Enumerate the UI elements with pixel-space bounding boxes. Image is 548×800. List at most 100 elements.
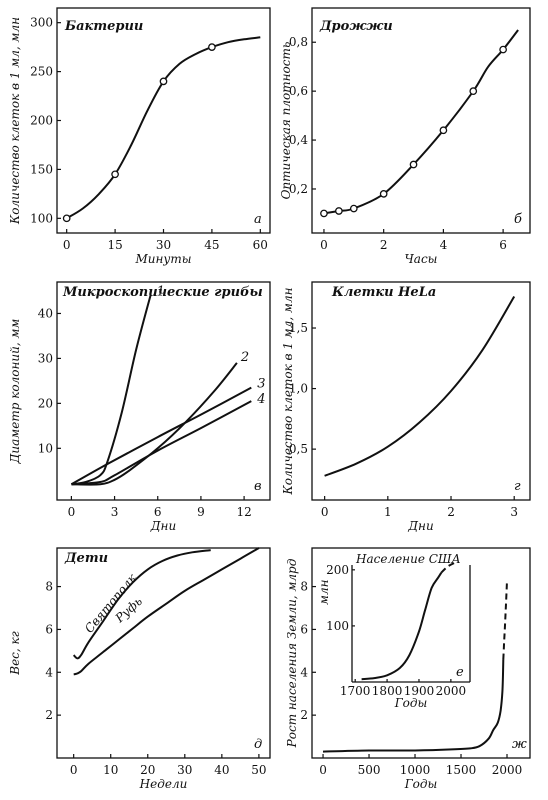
world-frame bbox=[311, 547, 531, 759]
children-x-tick-label: 50 bbox=[251, 763, 266, 777]
bacteria-frame bbox=[56, 7, 271, 234]
fungi-y-tick-label: 20 bbox=[38, 396, 53, 410]
fungi-series-line-3 bbox=[70, 386, 252, 486]
fungi-series-line-2 bbox=[71, 362, 238, 486]
children-x-tick-label: 0 bbox=[70, 763, 78, 777]
fungi-series-line-4 bbox=[71, 400, 252, 486]
children-y-tick-label: 6 bbox=[45, 622, 53, 636]
yeast-x-label: Часы bbox=[405, 252, 438, 266]
panel-bacteria: 0 15 30 45 60 100 150 200 250 300 Бактерии а Минуты К… bbox=[8, 7, 271, 266]
yeast-data-point bbox=[469, 87, 478, 96]
panel-world-population: 0 500 1000 1500 2000 2 4 6 8 ж Годы Рост населения … bbox=[285, 547, 531, 791]
yeast-data-point bbox=[320, 209, 328, 218]
hela-x-tick-label: 3 bbox=[510, 505, 518, 519]
inset-y-tick-label: 200 bbox=[326, 563, 349, 577]
fungi-title: Микроскопические грибы bbox=[62, 285, 263, 300]
fungi-panel-letter: в bbox=[254, 479, 262, 494]
yeast-data-point bbox=[335, 207, 343, 215]
inset-y-label: млн bbox=[317, 579, 331, 605]
children-y-tick-label: 2 bbox=[45, 708, 53, 722]
yeast-x-tick-label: 2 bbox=[380, 238, 388, 252]
hela-y-tick-label: 1,0 bbox=[289, 382, 308, 396]
fungi-y-tick-label: 40 bbox=[38, 306, 53, 320]
bacteria-x-tick-label: 15 bbox=[107, 238, 122, 252]
world-x-tick-label: 0 bbox=[319, 763, 327, 777]
inset-x-tick-label: 1800 bbox=[372, 684, 403, 698]
bacteria-panel-letter: а bbox=[254, 212, 262, 227]
yeast-series-line bbox=[323, 29, 519, 215]
children-x-tick-label: 20 bbox=[140, 763, 155, 777]
children-y-tick-label: 4 bbox=[45, 665, 53, 679]
yeast-y-tick-label: 0,6 bbox=[289, 84, 308, 98]
yeast-title: Дрожжи bbox=[319, 19, 393, 34]
world-y-tick-label: 2 bbox=[300, 708, 308, 722]
children-y-label: Вес, кг bbox=[8, 631, 22, 676]
fungi-frame bbox=[56, 281, 271, 501]
world-x-tick-label: 1500 bbox=[446, 763, 477, 777]
children-frame bbox=[56, 547, 271, 759]
inset-series-line bbox=[361, 572, 443, 681]
children-panel-letter: д bbox=[254, 737, 262, 752]
world-y-tick-label: 8 bbox=[300, 580, 308, 594]
bacteria-x-tick-label: 60 bbox=[253, 238, 268, 252]
bacteria-y-tick-label: 100 bbox=[30, 211, 53, 225]
bacteria-y-label: Количество клеток в 1 мл, млн bbox=[8, 17, 22, 225]
fungi-x-tick-label: 0 bbox=[68, 505, 76, 519]
fungi-series-line-1 bbox=[71, 295, 152, 486]
children-series-line-Руфь bbox=[73, 547, 260, 676]
bacteria-series-line bbox=[66, 36, 261, 220]
world-x-tick-label: 2000 bbox=[492, 763, 523, 777]
bacteria-y-tick-label: 200 bbox=[30, 114, 53, 128]
children-y-tick-label: 8 bbox=[45, 580, 53, 594]
hela-x-tick-label: 1 bbox=[384, 505, 392, 519]
fungi-curve-label-4: 4 bbox=[256, 392, 265, 407]
yeast-data-point bbox=[409, 160, 418, 169]
bacteria-x-tick-label: 0 bbox=[63, 238, 71, 252]
world-panel-letter: ж bbox=[512, 737, 527, 752]
bacteria-y-tick-label: 300 bbox=[30, 16, 53, 30]
inset-background bbox=[352, 549, 474, 682]
world-series-line bbox=[322, 659, 505, 753]
bacteria-y-tick-label: 250 bbox=[30, 65, 53, 79]
inset-series-line bbox=[440, 562, 455, 574]
yeast-data-point bbox=[379, 190, 388, 198]
yeast-x-tick-label: 0 bbox=[320, 238, 328, 252]
bacteria-data-point bbox=[208, 43, 216, 51]
fungi-x-tick-label: 12 bbox=[236, 505, 251, 519]
inset-x-tick-label: 2000 bbox=[436, 684, 467, 698]
hela-y-tick-label: 1,5 bbox=[289, 321, 308, 335]
world-y-tick-label: 4 bbox=[300, 665, 308, 679]
hela-title: Клетки HeLa bbox=[331, 285, 436, 300]
yeast-y-tick-label: 0,8 bbox=[289, 35, 308, 49]
panel-yeast: 0 2 4 6 0,2 0,4 0,6 0,8 Дрожжи б Часы Оптическая пл… bbox=[279, 7, 531, 266]
bacteria-data-point bbox=[111, 170, 119, 179]
children-x-tick-label: 30 bbox=[177, 763, 192, 777]
fungi-curve-label-1: 1 bbox=[157, 284, 165, 299]
inset-panel-letter: е bbox=[456, 665, 464, 680]
bacteria-title: Бактерии bbox=[64, 19, 143, 34]
yeast-x-tick-label: 4 bbox=[440, 238, 448, 252]
fungi-x-tick-label: 3 bbox=[111, 505, 119, 519]
yeast-y-tick-label: 0,4 bbox=[289, 133, 308, 147]
world-x-tick-label: 1000 bbox=[400, 763, 431, 777]
children-x-tick-label: 40 bbox=[214, 763, 229, 777]
world-series-line bbox=[502, 580, 508, 660]
inset-x-label: Годы bbox=[394, 696, 428, 710]
yeast-frame bbox=[311, 7, 531, 234]
inset-usa-population: 1700 1800 1900 2000 100 200 Население США млн Го… bbox=[317, 549, 474, 710]
children-title: Дети bbox=[64, 551, 108, 566]
fungi-y-tick-label: 30 bbox=[38, 351, 53, 365]
fungi-y-label: Диаметр колоний, мм bbox=[8, 319, 22, 465]
world-y-tick-label: 6 bbox=[300, 622, 308, 636]
bacteria-y-tick-label: 150 bbox=[30, 162, 53, 176]
inset-x-tick-label: 1700 bbox=[340, 684, 371, 698]
hela-frame bbox=[311, 281, 531, 501]
fungi-curve-label-2: 2 bbox=[240, 350, 249, 365]
inset-title: Население США bbox=[355, 552, 461, 566]
hela-series-line bbox=[324, 295, 516, 477]
yeast-panel-letter: б bbox=[514, 212, 522, 227]
world-y-label: Рост населения Земли, млрд bbox=[285, 558, 299, 748]
fungi-x-tick-label: 6 bbox=[154, 505, 162, 519]
yeast-data-point bbox=[349, 204, 358, 213]
